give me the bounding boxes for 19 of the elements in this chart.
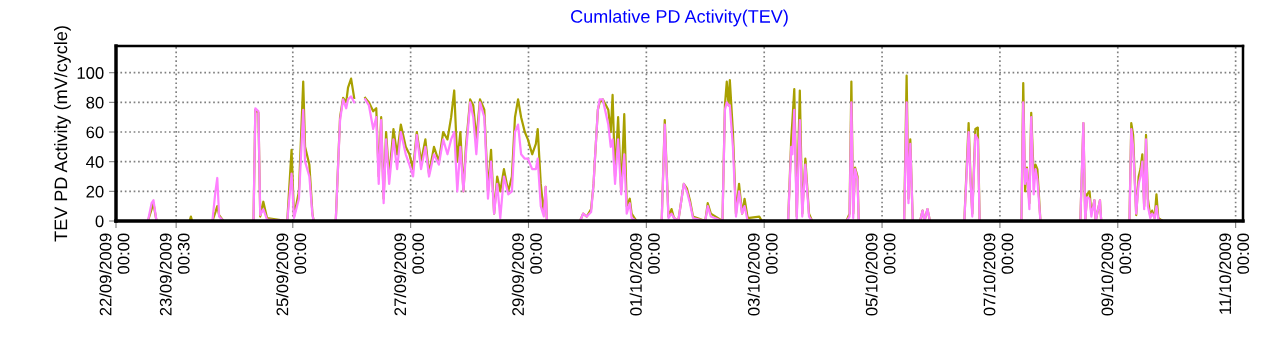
x-tick-label: 05/10/2009 00:00 (865, 233, 896, 316)
y-axis-title: TEV PD Activity (mV/cycle) (54, 26, 71, 242)
x-tick-label: 27/09/2009 00:00 (393, 233, 425, 316)
x-tick-label: 29/09/2009 00:00 (511, 233, 542, 316)
x-tick-label: 07/10/2009 00:00 (983, 233, 1014, 316)
x-tick-label: 11/10/2009 00:00 (1218, 233, 1250, 314)
y-tick-label: 0 (95, 215, 104, 228)
chart-title: Cumlative PD Activity(TEV) (571, 9, 788, 27)
x-tick-label: 09/10/2009 00:00 (1101, 233, 1132, 316)
y-tick-label: 80 (86, 96, 104, 109)
x-tick-label: 03/10/2009 00:00 (747, 233, 778, 316)
x-tick-label: 23/09/2009 00:30 (159, 233, 190, 316)
y-tick-label: 20 (86, 185, 104, 198)
x-tick-label: 01/10/2009 00:00 (629, 233, 660, 316)
y-tick-label: 100 (77, 67, 104, 79)
y-tick-label: 40 (86, 156, 104, 168)
y-tick-label: 60 (86, 126, 104, 139)
x-tick-label: 25/09/2009 00:00 (276, 233, 307, 316)
x-tick-label: 22/09/2009 00:00 (99, 233, 130, 316)
